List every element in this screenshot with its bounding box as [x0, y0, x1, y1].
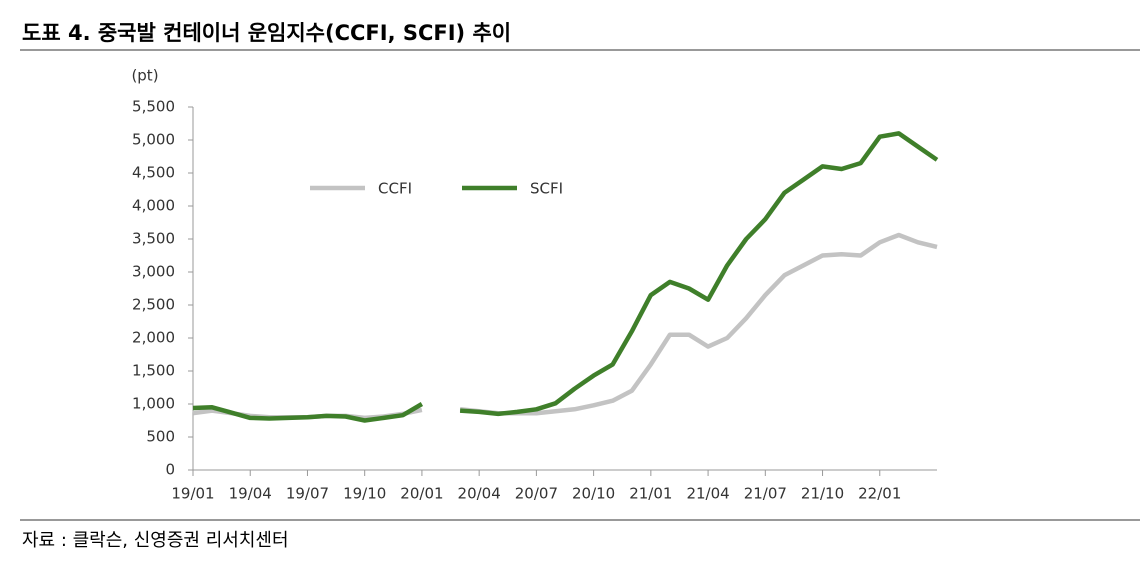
series-line — [192, 232, 938, 421]
x-tick-label: 21/07 — [744, 485, 787, 503]
x-tick-label: 20/10 — [572, 485, 615, 503]
y-tick-label: 4,000 — [132, 197, 175, 215]
y-tick-label: 5,500 — [132, 98, 175, 116]
y-tick-label: 1,500 — [132, 362, 175, 380]
x-tick-label: 22/01 — [858, 485, 901, 503]
series-line — [192, 131, 939, 423]
y-tick-label: 3,000 — [132, 263, 175, 281]
y-axis-label: (pt) — [131, 67, 158, 85]
x-tick-label: 20/04 — [458, 485, 501, 503]
x-tick-label: 21/04 — [686, 485, 729, 503]
x-tick-label: 21/10 — [801, 485, 844, 503]
y-tick-label: 3,500 — [132, 230, 175, 248]
x-tick-label: 19/04 — [229, 485, 272, 503]
x-tick-label: 21/01 — [629, 485, 672, 503]
x-tick-label: 20/07 — [515, 485, 558, 503]
y-tick-label: 2,500 — [132, 296, 175, 314]
x-tick-label: 19/10 — [343, 485, 386, 503]
legend-label: CCFI — [378, 180, 412, 198]
y-tick-label: 2,000 — [132, 329, 175, 347]
source: 자료 : 클락슨, 신영증권 리서치센터 — [22, 530, 289, 551]
legend-label: SCFI — [530, 180, 563, 198]
y-tick-label: 0 — [165, 461, 175, 479]
title: 도표 4. 중국발 컨테이너 운임지수(CCFI, SCFI) 추이 — [22, 21, 511, 45]
y-tick-label: 1,000 — [132, 395, 175, 413]
y-tick-label: 500 — [146, 428, 175, 446]
x-tick-label: 19/07 — [286, 485, 329, 503]
x-tick-label: 20/01 — [400, 485, 443, 503]
x-tick-label: 19/01 — [171, 485, 214, 503]
y-tick-label: 5,000 — [132, 131, 175, 149]
y-tick-label: 4,500 — [132, 164, 175, 182]
